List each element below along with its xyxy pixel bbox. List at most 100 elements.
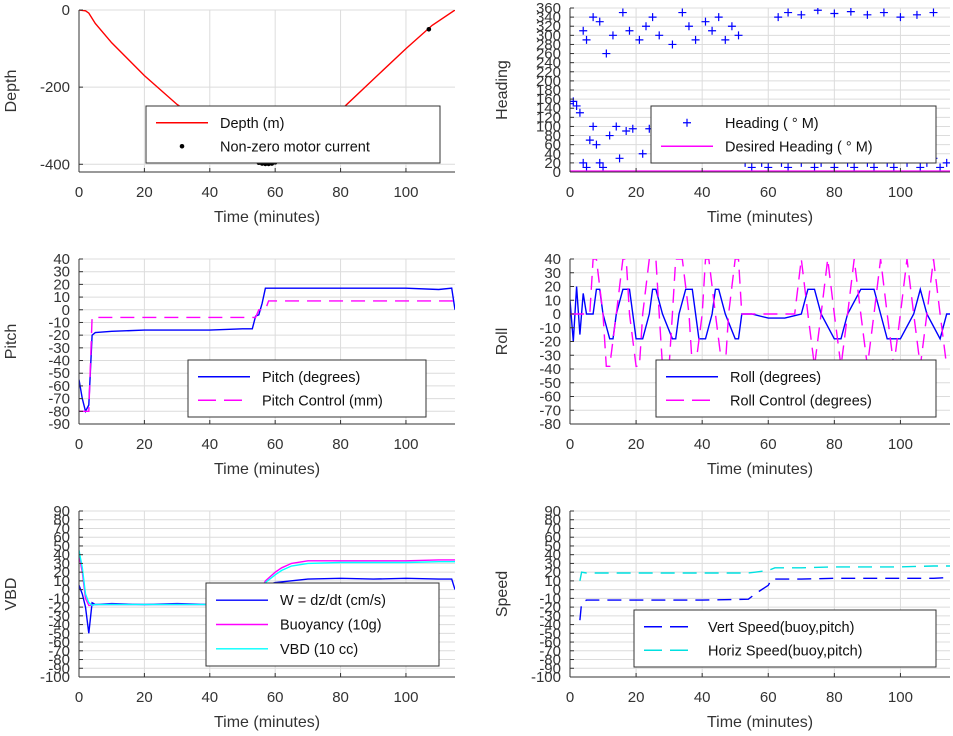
x-tick-label: 0 — [566, 436, 574, 453]
legend: W = dz/dt (cm/s) Buoyancy (10g) VBD (10 cc… — [205, 582, 440, 667]
y-tick-label: 20 — [544, 564, 561, 581]
y-tick-label: 40 — [544, 146, 561, 163]
data-point — [599, 163, 608, 172]
y-tick-label: 10 — [544, 573, 561, 590]
x-tick-label: 60 — [267, 436, 284, 453]
y-tick-label: 0 — [553, 582, 561, 599]
y-tick-label: 50 — [53, 538, 70, 555]
x-tick-label: 80 — [332, 436, 349, 453]
series-line-2 — [570, 259, 948, 367]
x-tick-label: 60 — [267, 689, 284, 706]
data-point — [708, 26, 717, 35]
y-tick-label: 20 — [53, 564, 70, 581]
chart-1: 0 20 40 60 80 100 -400 -200 0 Time (minutes) Depth… — [3, 2, 455, 226]
y-tick-label: -200 — [40, 79, 70, 96]
y-tick-label: -80 — [539, 652, 561, 669]
y-tick-label: 260 — [536, 46, 561, 63]
x-tick-label: 60 — [267, 184, 284, 201]
y-tick-label: -50 — [48, 625, 70, 642]
data-point — [572, 101, 581, 110]
data-point — [721, 35, 730, 44]
data-point — [774, 13, 783, 22]
y-tick-label: -40 — [48, 353, 70, 370]
data-point — [575, 108, 584, 117]
series-line-1 — [579, 576, 950, 621]
x-tick-label: 20 — [628, 436, 645, 453]
legend-swatch — [179, 143, 185, 149]
y-axis-label: Depth — [3, 70, 20, 113]
legend-label: Heading ( ° M) — [725, 116, 819, 132]
y-tick-label: 320 — [536, 18, 561, 35]
data-point — [608, 31, 617, 40]
legend-label: Pitch (degrees) — [262, 370, 360, 386]
legend: Vert Speed(buoy,pitch) Horiz Speed(buoy,p… — [633, 609, 937, 668]
y-axis-label: Heading — [494, 60, 511, 120]
series-line-1 — [570, 286, 950, 342]
y-tick-label: 40 — [53, 547, 70, 564]
series-line-2 — [579, 565, 950, 582]
x-tick-label: 0 — [566, 689, 574, 706]
y-tick-label: 340 — [536, 9, 561, 26]
x-axis-label: Time (minutes) — [707, 714, 813, 731]
plot-area — [579, 565, 950, 621]
y-tick-label: -30 — [539, 608, 561, 625]
y-tick-label: 0 — [62, 2, 70, 19]
data-point — [655, 31, 664, 40]
legend-label: Horiz Speed(buoy,pitch) — [708, 643, 862, 659]
legend-label: Pitch Control (mm) — [262, 393, 383, 409]
data-point — [612, 122, 621, 131]
data-point — [813, 8, 822, 15]
plot-area — [79, 287, 455, 414]
chart-6: 0 20 40 60 80 100-100-90-80-70-60-50-40-30-20… — [494, 503, 950, 731]
y-tick-label: -20 — [48, 599, 70, 616]
chart-3: 0 20 40 60 80 100-90-80-70-60-50-40-30-20-100… — [3, 251, 455, 478]
y-tick-label: 30 — [544, 555, 561, 572]
x-tick-label: 40 — [694, 689, 711, 706]
y-tick-label: 70 — [544, 520, 561, 537]
y-axis-label: Speed — [494, 571, 511, 617]
data-point — [912, 10, 921, 19]
y-tick-label: 220 — [536, 64, 561, 81]
data-point — [747, 163, 756, 172]
y-tick-label: -30 — [48, 608, 70, 625]
y-tick-label: -90 — [539, 660, 561, 677]
y-tick-label: -10 — [48, 590, 70, 607]
y-axis-label: Roll — [494, 328, 511, 356]
y-tick-label: 10 — [53, 289, 70, 306]
y-tick-label: 60 — [544, 137, 561, 154]
series-line-2 — [79, 300, 455, 412]
y-tick-label: -70 — [539, 643, 561, 660]
y-tick-label: -80 — [539, 416, 561, 433]
x-tick-label: 40 — [201, 689, 218, 706]
y-tick-label: -50 — [48, 365, 70, 382]
data-point — [929, 8, 938, 17]
legend-box — [655, 359, 937, 418]
legend-label: Roll Control (degrees) — [730, 393, 872, 409]
y-tick-label: -10 — [539, 320, 561, 337]
data-point — [678, 8, 687, 17]
y-tick-label: 90 — [544, 503, 561, 520]
y-tick-label: -60 — [539, 634, 561, 651]
data-point — [605, 131, 614, 140]
y-tick-label: 30 — [544, 265, 561, 282]
x-tick-label: 60 — [760, 689, 777, 706]
x-axis-label: Time (minutes) — [214, 461, 320, 478]
x-tick-label: 40 — [694, 436, 711, 453]
x-tick-label: 0 — [75, 184, 83, 201]
y-tick-label: -400 — [40, 156, 70, 173]
y-tick-label: -80 — [48, 403, 70, 420]
y-tick-label: 40 — [53, 251, 70, 268]
y-tick-label: -60 — [48, 378, 70, 395]
legend-label: Depth (m) — [220, 116, 284, 132]
data-point — [684, 22, 693, 31]
legend: Pitch (degrees) Pitch Control (mm) — [187, 359, 427, 418]
x-axis-label: Time (minutes) — [214, 209, 320, 226]
y-tick-label: -40 — [48, 617, 70, 634]
legend-label: Desired Heading ( ° M) — [725, 139, 873, 155]
y-tick-label: 200 — [536, 73, 561, 90]
data-point — [830, 9, 839, 18]
data-point — [592, 140, 601, 149]
legend-label: Vert Speed(buoy,pitch) — [708, 620, 854, 636]
y-tick-label: 240 — [536, 55, 561, 72]
